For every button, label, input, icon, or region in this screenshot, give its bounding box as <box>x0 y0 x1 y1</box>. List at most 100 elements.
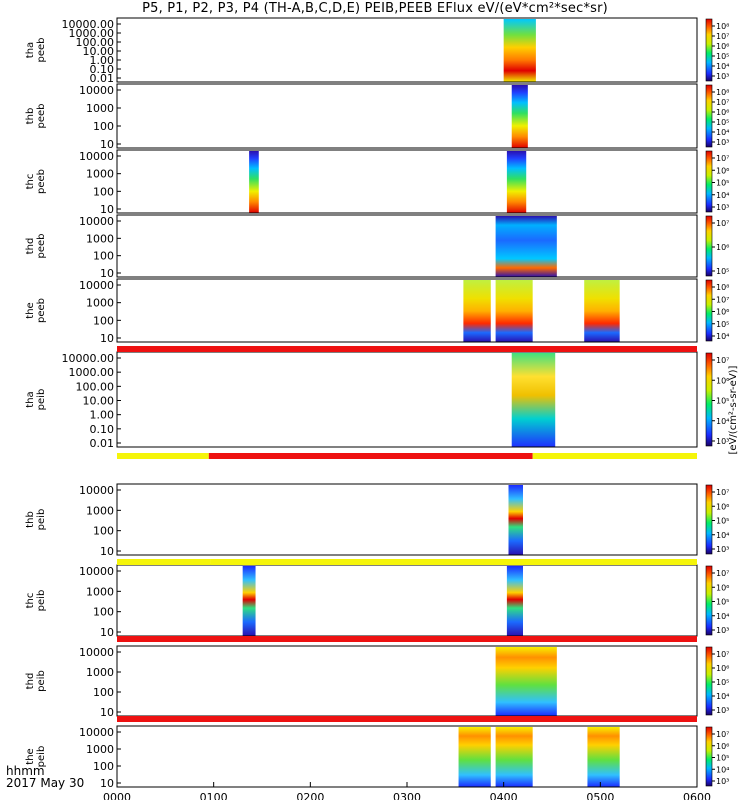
colorbar-tick-label: 10⁶ <box>716 664 729 673</box>
colorbar-tick-label: 10⁵ <box>716 517 729 526</box>
y-tick-label: 10000 <box>79 84 114 97</box>
status-bar-segment-1-1 <box>117 346 697 352</box>
colorbar-tick-label: 10⁶ <box>716 502 729 511</box>
panel-product-label: peeb <box>36 298 47 323</box>
colorbar-tha-peib <box>705 352 713 447</box>
spectrogram-block-the-peib-1 <box>458 727 491 787</box>
status-bar-segment-2-1 <box>117 453 209 459</box>
colorbar-tick-label: 10⁷ <box>716 569 729 578</box>
y-tick-label: 100 <box>93 120 114 133</box>
date-label: 2017 May 30 <box>6 776 85 790</box>
panel-product-label: peeb <box>36 169 47 194</box>
spectrogram-block-the-peib-2 <box>495 727 533 787</box>
panel-frame-thd-peeb <box>116 214 698 278</box>
y-tick-label: 100 <box>93 250 114 263</box>
colorbar-tick-label: 10⁵ <box>716 754 729 763</box>
colorbar-tick-label: 10⁷ <box>716 295 729 304</box>
colorbar-tick-label: 10⁵ <box>716 598 729 607</box>
panel-product-label: peib <box>36 389 47 411</box>
panel-probe-label: the <box>25 302 36 318</box>
y-tick-label: 10 <box>100 138 114 151</box>
colorbar-tick-label: 10⁵ <box>716 52 729 61</box>
y-tick-label: 100 <box>93 606 114 619</box>
spectrogram-block-tha-peib-1 <box>511 353 556 447</box>
spectrogram-block-thc-peib-1 <box>242 566 256 636</box>
y-tick-label: 100.00 <box>76 36 115 49</box>
y-tick-label: 1000 <box>86 297 114 310</box>
y-tick-label: 10 <box>100 203 114 216</box>
panel-frame-thb-peib <box>116 483 698 556</box>
colorbar-thc-peib <box>705 565 713 636</box>
y-tick-label: 10 <box>100 267 114 280</box>
colorbar-thc-peeb <box>705 150 713 213</box>
y-tick-label: 10 <box>100 626 114 639</box>
spectrogram-block-the-peib-3 <box>587 727 620 787</box>
panel-probe-label: tha <box>25 42 36 58</box>
colorbar-tick-label: 10⁴ <box>716 62 729 71</box>
x-tick-label: 0600 <box>683 791 711 800</box>
colorbar-tick-label: 10⁴ <box>716 128 729 137</box>
y-tick-label: 100 <box>93 525 114 538</box>
colorbar-tick-label: 10⁵ <box>716 179 729 188</box>
x-tick-label: 0500 <box>586 791 614 800</box>
y-tick-label: 1.00 <box>90 409 115 422</box>
status-bar-segment-2-3 <box>532 453 697 459</box>
colorbar-tick-label: 10³ <box>716 777 729 786</box>
spectrogram-block-thd-peeb-1 <box>495 216 557 277</box>
spectrogram-block-the-peeb-3 <box>584 280 620 342</box>
colorbar-tick-label: 10⁷ <box>716 730 729 739</box>
colorbar-tick-label: 10⁷ <box>716 650 729 659</box>
status-bar-segment-3-1 <box>117 559 211 565</box>
y-tick-label: 1000 <box>86 743 114 756</box>
colorbar-tick-label: 10⁶ <box>716 308 729 317</box>
colorbar-the-peib <box>705 726 713 787</box>
colorbar-tick-label: 10⁴ <box>716 191 729 200</box>
y-tick-label: 10000 <box>79 279 114 292</box>
y-tick-label: 1000 <box>86 168 114 181</box>
panel-probe-label: thb <box>25 108 36 125</box>
spectrogram-block-thc-peeb-1 <box>249 151 259 213</box>
colorbar-tick-label: 10⁶ <box>716 166 729 175</box>
colorbar-tick-label: 10³ <box>716 626 729 635</box>
y-tick-label: 0.10 <box>90 423 115 436</box>
colorbar-tick-label: 10⁵ <box>716 118 729 127</box>
colorbar-tick-label: 10⁶ <box>716 108 729 117</box>
panel-probe-label: tha <box>25 391 36 407</box>
x-tick-label: 0000 <box>103 791 131 800</box>
y-tick-label: 0.10 <box>90 63 115 76</box>
colorbar-tick-label: 10⁷ <box>716 32 729 41</box>
spectrogram-block-thc-peeb-2 <box>506 151 527 213</box>
x-tick-label: 0200 <box>296 791 324 800</box>
colorbar-thb-peib <box>705 484 713 555</box>
colorbar-tick-label: 10⁷ <box>716 98 729 107</box>
spectrogram-block-the-peeb-1 <box>463 280 491 342</box>
panel-product-label: peeb <box>36 38 47 63</box>
colorbar-tick-label: 10³ <box>716 437 729 446</box>
y-tick-label: 0.01 <box>90 72 115 85</box>
colorbar-thd-peib <box>705 646 713 716</box>
y-tick-label: 10000 <box>79 484 114 497</box>
panel-probe-label: the <box>25 748 36 764</box>
spectrogram-block-tha-peeb-1 <box>503 19 536 82</box>
y-tick-label: 1.00 <box>90 54 115 67</box>
colorbar-thd-peeb <box>705 215 713 277</box>
colorbar-tick-label: 10⁸ <box>716 88 729 97</box>
y-tick-label: 1000 <box>86 504 114 517</box>
panel-probe-label: thd <box>25 673 36 690</box>
y-tick-label: 10000 <box>79 150 114 163</box>
colorbar-tick-label: 10⁶ <box>716 742 729 751</box>
y-tick-label: 10000 <box>79 565 114 578</box>
colorbar-tick-label: 10⁴ <box>716 531 729 540</box>
colorbar-tick-label: 10³ <box>716 72 729 81</box>
colorbar-tick-label: 10⁸ <box>716 283 729 292</box>
colorbar-tick-label: 10⁴ <box>716 332 729 341</box>
y-tick-label: 100.00 <box>76 380 115 393</box>
panel-frame-thb-peeb <box>116 83 698 149</box>
colorbar-tick-label: 10⁷ <box>716 488 729 497</box>
colorbar-tick-label: 10⁴ <box>716 612 729 621</box>
y-tick-label: 100 <box>93 686 114 699</box>
panel-product-label: peeb <box>36 104 47 129</box>
colorbar-tick-label: 10⁶ <box>716 42 729 51</box>
status-bar-segment-2-2 <box>208 453 533 459</box>
x-axis-label: hhmm <box>6 764 45 778</box>
